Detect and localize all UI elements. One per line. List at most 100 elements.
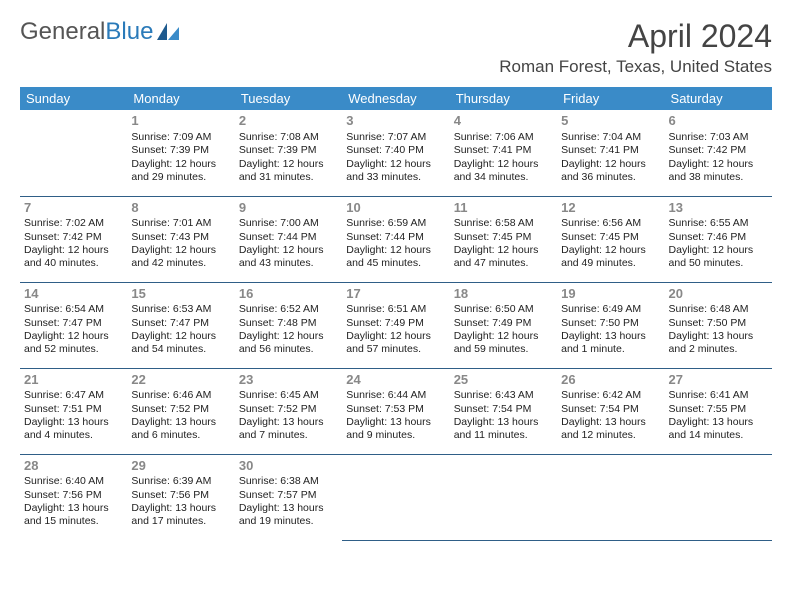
daylight-line: Daylight: 13 hours xyxy=(346,416,445,429)
day-number: 18 xyxy=(454,286,553,303)
calendar-day-cell: 17Sunrise: 6:51 AMSunset: 7:49 PMDayligh… xyxy=(342,282,449,368)
daylight-line: Daylight: 12 hours xyxy=(131,158,230,171)
day-number: 27 xyxy=(669,372,768,389)
daylight-line: Daylight: 13 hours xyxy=(131,502,230,515)
weekday-header: Monday xyxy=(127,87,234,110)
sunset-line: Sunset: 7:57 PM xyxy=(239,489,338,502)
sunset-line: Sunset: 7:52 PM xyxy=(131,403,230,416)
day-number: 15 xyxy=(131,286,230,303)
day-number: 30 xyxy=(239,458,338,475)
sunrise-line: Sunrise: 6:54 AM xyxy=(24,303,123,316)
daylight-line: and 47 minutes. xyxy=(454,257,553,270)
day-number: 12 xyxy=(561,200,660,217)
daylight-line: and 38 minutes. xyxy=(669,171,768,184)
weekday-header: Saturday xyxy=(665,87,772,110)
header: GeneralBlue April 2024 Roman Forest, Tex… xyxy=(20,18,772,77)
day-number: 3 xyxy=(346,113,445,130)
daylight-line: Daylight: 12 hours xyxy=(239,158,338,171)
sunset-line: Sunset: 7:55 PM xyxy=(669,403,768,416)
sunrise-line: Sunrise: 6:38 AM xyxy=(239,475,338,488)
weekday-header: Thursday xyxy=(450,87,557,110)
daylight-line: and 11 minutes. xyxy=(454,429,553,442)
calendar-day-cell: 30Sunrise: 6:38 AMSunset: 7:57 PMDayligh… xyxy=(235,454,342,540)
day-number: 17 xyxy=(346,286,445,303)
weekday-header: Tuesday xyxy=(235,87,342,110)
day-number: 29 xyxy=(131,458,230,475)
calendar-day-cell: 18Sunrise: 6:50 AMSunset: 7:49 PMDayligh… xyxy=(450,282,557,368)
sunset-line: Sunset: 7:40 PM xyxy=(346,144,445,157)
calendar-day-cell: 29Sunrise: 6:39 AMSunset: 7:56 PMDayligh… xyxy=(127,454,234,540)
sunrise-line: Sunrise: 6:52 AM xyxy=(239,303,338,316)
calendar-day-cell: 24Sunrise: 6:44 AMSunset: 7:53 PMDayligh… xyxy=(342,368,449,454)
calendar-day-cell: 15Sunrise: 6:53 AMSunset: 7:47 PMDayligh… xyxy=(127,282,234,368)
daylight-line: Daylight: 12 hours xyxy=(561,244,660,257)
sunrise-line: Sunrise: 6:51 AM xyxy=(346,303,445,316)
weekday-header: Friday xyxy=(557,87,664,110)
daylight-line: and 7 minutes. xyxy=(239,429,338,442)
calendar-day-cell: 27Sunrise: 6:41 AMSunset: 7:55 PMDayligh… xyxy=(665,368,772,454)
daylight-line: and 9 minutes. xyxy=(346,429,445,442)
calendar-day-cell: 5Sunrise: 7:04 AMSunset: 7:41 PMDaylight… xyxy=(557,110,664,196)
calendar-day-cell: 26Sunrise: 6:42 AMSunset: 7:54 PMDayligh… xyxy=(557,368,664,454)
sunrise-line: Sunrise: 6:47 AM xyxy=(24,389,123,402)
daylight-line: Daylight: 13 hours xyxy=(561,416,660,429)
calendar-day-cell xyxy=(450,454,557,540)
calendar-week-row: 21Sunrise: 6:47 AMSunset: 7:51 PMDayligh… xyxy=(20,368,772,454)
daylight-line: and 19 minutes. xyxy=(239,515,338,528)
sunrise-line: Sunrise: 7:08 AM xyxy=(239,131,338,144)
calendar-day-cell: 14Sunrise: 6:54 AMSunset: 7:47 PMDayligh… xyxy=(20,282,127,368)
sunrise-line: Sunrise: 6:55 AM xyxy=(669,217,768,230)
title-block: April 2024 Roman Forest, Texas, United S… xyxy=(499,18,772,77)
sunset-line: Sunset: 7:45 PM xyxy=(561,231,660,244)
day-number: 2 xyxy=(239,113,338,130)
calendar-day-cell: 8Sunrise: 7:01 AMSunset: 7:43 PMDaylight… xyxy=(127,196,234,282)
daylight-line: Daylight: 12 hours xyxy=(24,244,123,257)
daylight-line: Daylight: 12 hours xyxy=(239,330,338,343)
sunset-line: Sunset: 7:56 PM xyxy=(131,489,230,502)
sunrise-line: Sunrise: 7:02 AM xyxy=(24,217,123,230)
sunset-line: Sunset: 7:44 PM xyxy=(239,231,338,244)
sunset-line: Sunset: 7:47 PM xyxy=(131,317,230,330)
daylight-line: Daylight: 12 hours xyxy=(346,158,445,171)
location: Roman Forest, Texas, United States xyxy=(499,57,772,77)
daylight-line: Daylight: 12 hours xyxy=(669,244,768,257)
sunrise-line: Sunrise: 6:49 AM xyxy=(561,303,660,316)
calendar-day-cell: 3Sunrise: 7:07 AMSunset: 7:40 PMDaylight… xyxy=(342,110,449,196)
sunset-line: Sunset: 7:39 PM xyxy=(239,144,338,157)
daylight-line: Daylight: 12 hours xyxy=(239,244,338,257)
daylight-line: and 43 minutes. xyxy=(239,257,338,270)
daylight-line: Daylight: 13 hours xyxy=(239,416,338,429)
daylight-line: Daylight: 13 hours xyxy=(24,416,123,429)
calendar-day-cell: 12Sunrise: 6:56 AMSunset: 7:45 PMDayligh… xyxy=(557,196,664,282)
sunset-line: Sunset: 7:43 PM xyxy=(131,231,230,244)
day-number: 24 xyxy=(346,372,445,389)
sunset-line: Sunset: 7:49 PM xyxy=(346,317,445,330)
daylight-line: Daylight: 13 hours xyxy=(24,502,123,515)
day-number: 22 xyxy=(131,372,230,389)
daylight-line: and 14 minutes. xyxy=(669,429,768,442)
day-number: 5 xyxy=(561,113,660,130)
daylight-line: Daylight: 12 hours xyxy=(561,158,660,171)
day-number: 10 xyxy=(346,200,445,217)
daylight-line: and 50 minutes. xyxy=(669,257,768,270)
calendar-day-cell xyxy=(557,454,664,540)
sunrise-line: Sunrise: 7:00 AM xyxy=(239,217,338,230)
daylight-line: and 34 minutes. xyxy=(454,171,553,184)
calendar-day-cell xyxy=(665,454,772,540)
sunrise-line: Sunrise: 7:01 AM xyxy=(131,217,230,230)
daylight-line: Daylight: 12 hours xyxy=(454,158,553,171)
calendar-day-cell: 28Sunrise: 6:40 AMSunset: 7:56 PMDayligh… xyxy=(20,454,127,540)
sunrise-line: Sunrise: 6:45 AM xyxy=(239,389,338,402)
sunrise-line: Sunrise: 6:58 AM xyxy=(454,217,553,230)
daylight-line: Daylight: 13 hours xyxy=(454,416,553,429)
weekday-header-row: Sunday Monday Tuesday Wednesday Thursday… xyxy=(20,87,772,110)
sunset-line: Sunset: 7:50 PM xyxy=(669,317,768,330)
daylight-line: and 56 minutes. xyxy=(239,343,338,356)
calendar-day-cell: 25Sunrise: 6:43 AMSunset: 7:54 PMDayligh… xyxy=(450,368,557,454)
daylight-line: and 57 minutes. xyxy=(346,343,445,356)
sunrise-line: Sunrise: 6:41 AM xyxy=(669,389,768,402)
calendar-day-cell: 4Sunrise: 7:06 AMSunset: 7:41 PMDaylight… xyxy=(450,110,557,196)
calendar-day-cell: 11Sunrise: 6:58 AMSunset: 7:45 PMDayligh… xyxy=(450,196,557,282)
daylight-line: and 49 minutes. xyxy=(561,257,660,270)
sunrise-line: Sunrise: 6:42 AM xyxy=(561,389,660,402)
